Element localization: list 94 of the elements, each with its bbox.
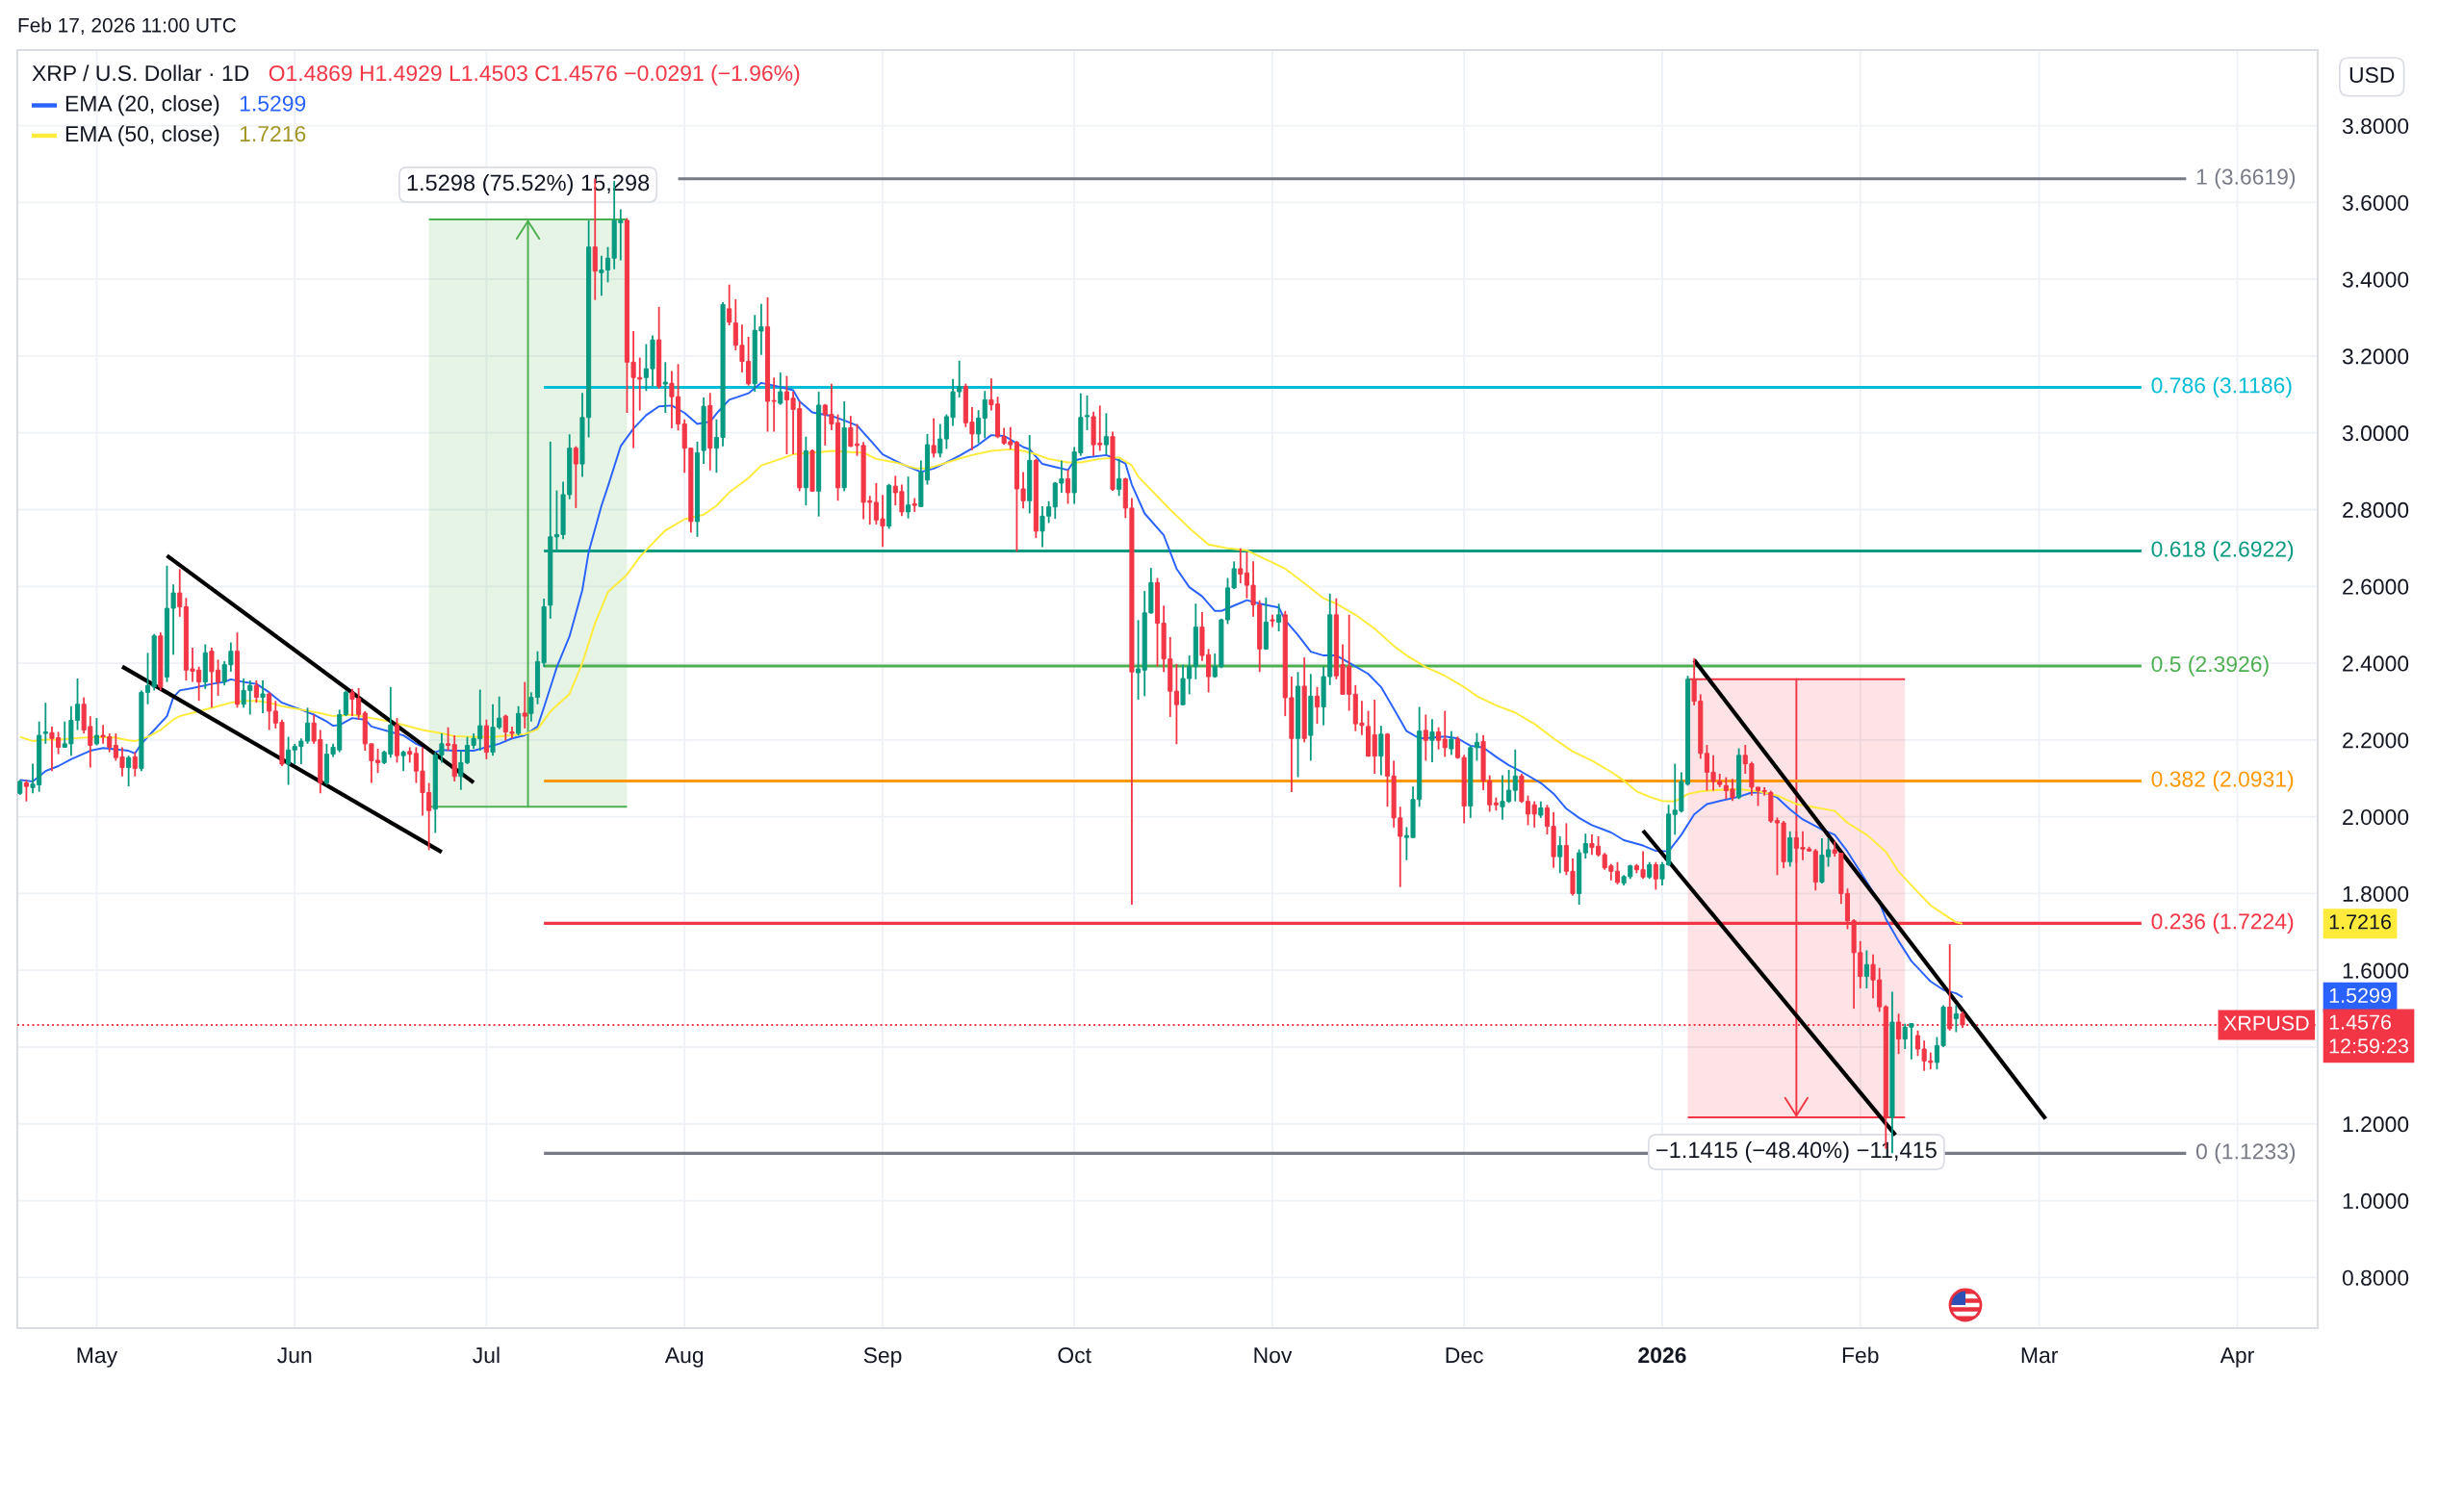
candlestick [93,717,99,747]
y-axis-title: USD [2349,66,2395,84]
y-tick-label: 1.6000 [2343,962,2409,979]
candlestick [1423,713,1428,762]
x-tick-label: 2026 [1638,1347,1686,1364]
candlestick [982,390,988,440]
candlestick [937,422,943,459]
candlestick [1314,685,1321,726]
candlestick [132,751,138,778]
text: 12:59:23 [2329,1038,2408,1054]
candlestick [1436,726,1442,751]
candlestick [1953,1004,1959,1034]
legend-label: EMA (20, close) [65,94,219,116]
y-tick-label: 2.4000 [2343,655,2409,672]
candlestick [260,679,266,714]
candlestick [1653,860,1658,891]
candlestick [931,417,937,459]
candlestick [446,726,451,752]
candlestick [23,779,29,803]
x-tick-label: May [77,1347,118,1368]
x-tick-label: Sep [863,1347,902,1368]
candlestick [286,735,292,786]
y-tick-label: 3.0000 [2342,425,2409,442]
candlestick [573,445,578,509]
text: 1.7216 [2329,914,2392,930]
series-label: 0 (1.1233) [2195,1142,2296,1165]
candlestick [727,283,732,326]
text: XRP / U.S. Dollar · 1D [32,64,249,82]
candlestick [253,679,259,704]
x-tick-label: Aug [664,1347,704,1368]
y-tick-label: 3.4000 [2342,271,2409,288]
candlestick [1173,662,1179,746]
x-tick-label: Dec [1446,1347,1483,1364]
candlestick [1103,412,1109,455]
candlestick [1442,709,1448,758]
candlestick [126,755,132,788]
annotation: 1.5299 [240,95,306,112]
candlestick [343,689,348,718]
y-tick-label: 3.8000 [2342,117,2409,135]
series-label: 0.5 (2.3926) [2151,655,2269,677]
y-tick-label: 1.8000 [2343,885,2409,902]
x-tick-label: Nov [1254,1347,1293,1364]
candlestick [662,361,668,414]
candlestick [1449,730,1454,756]
candlestick [267,691,272,731]
x-tick-label: Oct [1058,1347,1091,1364]
y-tick-label: 2.0000 [2343,808,2409,826]
y-tick-label: 1.2000 [2343,1116,2409,1133]
candlestick [1557,835,1563,875]
x-tick-label: Mar [2021,1347,2059,1364]
candlestick [778,371,783,406]
candlestick [177,568,183,618]
text: Feb 17, 2026 11:00 UTC [18,17,236,36]
candlestick [1065,469,1071,505]
legend-label: EMA (50, close) [65,125,219,146]
text: 1.5299 [2329,987,2391,1003]
y-tick-label: 3.6000 [2342,194,2409,211]
y-tick-label: 1.0000 [2343,1192,2409,1210]
series-label: −1.1415 (−48.40%) −11,415 [1656,1140,1937,1163]
candlestick [522,680,527,730]
annotation: 1.7216 [240,125,306,142]
series-label: 0.236 (1.7224) [2151,912,2294,935]
x-tick-label: Jul [473,1346,500,1364]
y-tick-label: 2.8000 [2343,501,2409,519]
x-tick-label: Jun [277,1347,312,1364]
y-tick-label: 0.8000 [2342,1269,2409,1286]
candlestick [400,750,406,773]
y-tick-label: 2.6000 [2343,578,2409,595]
y-tick-label: 2.2000 [2343,732,2409,749]
series-label: 0.618 (2.6922) [2151,540,2294,562]
candlestick [1276,602,1282,632]
candlestick [1863,949,1869,989]
series-label: 1 (3.6619) [2196,168,2296,190]
candlestick [1378,725,1384,777]
candlestick [1582,832,1588,860]
ref-line-label: XRPUSD [2223,1015,2309,1031]
x-tick-label: Feb [1842,1346,1879,1364]
series-label: 0.786 (3.1186) [2151,376,2292,398]
candlestick [1136,619,1142,701]
x-tick-label: Apr [2220,1347,2254,1368]
candlestick [976,409,982,445]
candlestick [1116,457,1122,498]
text: O1.4869 H1.4929 L1.4503 C1.4576 −0.0291 (−1.96%) [269,64,800,86]
line-series [18,448,1964,925]
candlestick [1372,699,1377,775]
candlestick [1512,748,1518,803]
series-label: 0.382 (2.0931) [2151,770,2294,792]
text: 1.4576 [2329,1014,2392,1030]
candlestick [906,475,911,520]
candlestick [516,704,522,736]
candlestick [1429,718,1435,763]
candlestick [42,702,48,745]
y-tick-label: 3.2000 [2342,348,2409,365]
line-series [18,381,1964,999]
